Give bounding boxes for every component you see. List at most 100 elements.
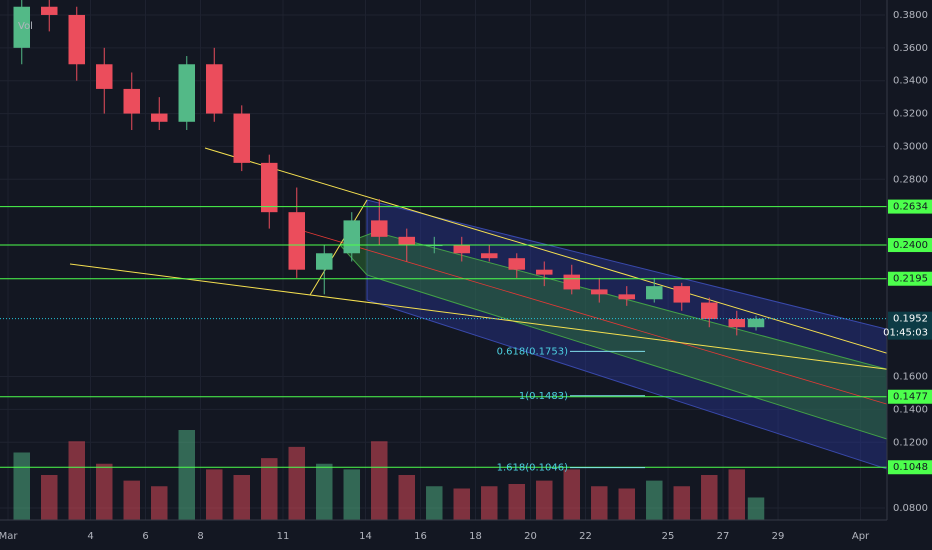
y-tick-label: 0.3400 <box>893 76 928 87</box>
candle-body <box>371 220 388 237</box>
candle-body <box>261 162 278 213</box>
candle-body <box>288 212 306 270</box>
volume-bar <box>316 463 333 520</box>
fib-label: 1.618(0.1046) <box>497 463 569 474</box>
x-tick-label: 8 <box>197 531 203 542</box>
candle-body <box>591 289 608 295</box>
volume-bar <box>123 480 141 520</box>
volume-bar <box>618 488 636 520</box>
level-tag <box>888 199 932 214</box>
volume-bar <box>261 458 278 520</box>
candle-body <box>343 220 361 254</box>
candle-body <box>728 319 746 328</box>
level-tag <box>888 238 932 253</box>
countdown: 01:45:03 <box>883 328 928 339</box>
volume-bar <box>41 475 58 520</box>
level-label: 0.2634 <box>893 202 928 213</box>
volume-bar <box>96 463 113 520</box>
candle-body <box>536 269 553 275</box>
y-tick-label: 0.3800 <box>893 10 928 21</box>
x-tick-label: 14 <box>359 531 372 542</box>
level-tag <box>888 460 932 475</box>
x-tick-label: 4 <box>87 531 93 542</box>
volume-bar <box>508 484 526 520</box>
y-tick-label: 0.0800 <box>893 503 928 514</box>
level-label: 0.2195 <box>893 274 928 285</box>
median-line <box>299 229 891 406</box>
candle-body <box>41 6 58 15</box>
y-tick-label: 0.3600 <box>893 43 928 54</box>
candle-body <box>673 286 691 303</box>
candle-body <box>563 274 581 290</box>
volume-bar <box>288 446 306 520</box>
last-price-label: 0.1952 <box>893 314 928 325</box>
candle-body <box>151 113 168 122</box>
x-tick-label: 16 <box>414 531 427 542</box>
candle-body <box>508 258 526 270</box>
volume-bar <box>398 475 416 520</box>
x-tick-label: Apr <box>852 531 870 542</box>
x-tick-label: Mar <box>0 531 18 542</box>
candle-body <box>68 14 86 65</box>
y-tick-label: 0.1600 <box>893 372 928 383</box>
volume-label: Vol <box>18 21 33 32</box>
volume-bar <box>481 486 498 520</box>
volume-bar <box>343 469 361 520</box>
level-label: 0.1048 <box>893 462 928 473</box>
x-tick-label: 18 <box>469 531 482 542</box>
plot: 0.618(0.1753) 1(0.1483) 1.618(0.1046) <box>0 0 887 520</box>
candle-body <box>96 64 113 89</box>
fib-label: 1(0.1483) <box>519 391 568 402</box>
volume-bar <box>646 480 663 520</box>
candle-body <box>123 88 141 114</box>
x-tick-label: 27 <box>717 531 730 542</box>
volume-bar <box>371 441 388 520</box>
candle-body <box>398 236 416 246</box>
candle-body <box>481 253 498 259</box>
candle-body <box>233 113 251 163</box>
x-tick-label: 11 <box>277 531 290 542</box>
level-tag <box>888 389 932 404</box>
x-tick-label: 25 <box>662 531 675 542</box>
volume-bar <box>426 486 443 520</box>
volume-bar <box>178 430 196 520</box>
level-label: 0.1477 <box>893 392 928 403</box>
candle-body <box>701 302 718 320</box>
volume-bar <box>701 475 718 520</box>
fib-label: 0.618(0.1753) <box>497 346 569 357</box>
last-price-tag <box>888 311 932 340</box>
axis-labels: 0.3800 0.3600 0.3400 0.3200 0.3000 0.2800 0.16… <box>0 10 932 542</box>
candle-body <box>316 253 333 270</box>
volume-bar <box>563 469 581 520</box>
candle-body <box>206 64 223 114</box>
x-tick-label: 29 <box>772 531 785 542</box>
volume-bar <box>206 469 223 520</box>
y-tick-label: 0.3000 <box>893 141 928 152</box>
y-tick-label: 0.3200 <box>893 109 928 120</box>
level-tag <box>888 271 932 286</box>
volume-bar <box>233 475 251 520</box>
level-label: 0.2400 <box>893 240 928 251</box>
candle-body <box>178 64 196 122</box>
volume-bar <box>591 486 608 520</box>
trend-line <box>204 147 894 356</box>
candle-body <box>618 294 636 300</box>
volume-bar <box>151 486 168 520</box>
trend-line <box>69 263 894 371</box>
volume-bar <box>673 486 691 520</box>
volume-bar <box>747 497 765 520</box>
volume-bar <box>453 488 471 520</box>
volume-bar <box>728 469 746 520</box>
y-tick-label: 0.2800 <box>893 174 928 185</box>
x-tick-label: 22 <box>579 531 592 542</box>
x-tick-label: 6 <box>142 531 148 542</box>
candle-body <box>646 286 663 300</box>
volume-bar <box>13 452 31 520</box>
y-tick-label: 0.1400 <box>893 404 928 415</box>
volume-bar <box>68 441 86 520</box>
candle-body <box>747 318 765 328</box>
candle-body <box>13 6 31 48</box>
candle-body <box>453 245 471 254</box>
y-tick-label: 0.1200 <box>893 437 928 448</box>
